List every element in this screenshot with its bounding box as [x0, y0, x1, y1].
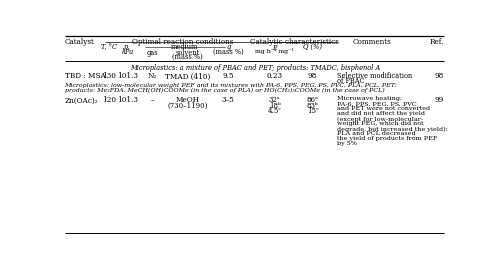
Text: 3–5: 3–5: [222, 96, 235, 104]
Text: 4.5ᶜ: 4.5ᶜ: [268, 107, 281, 115]
Text: and PET were not converted: and PET were not converted: [337, 106, 430, 111]
Text: 98: 98: [308, 73, 317, 81]
Text: (mass %): (mass %): [213, 48, 244, 56]
Text: weight PEG, which did not: weight PEG, which did not: [337, 121, 424, 126]
Text: degrade, but increased the yield);: degrade, but increased the yield);: [337, 126, 448, 132]
Text: Zn(OAc)₂: Zn(OAc)₂: [65, 96, 98, 104]
Text: TBD : MSA: TBD : MSA: [65, 73, 105, 81]
Text: Ref.: Ref.: [429, 38, 444, 46]
Text: of PBAC: of PBAC: [337, 78, 365, 86]
Text: p,: p,: [124, 43, 130, 51]
Text: P,: P,: [272, 43, 277, 51]
Text: (730–1190): (730–1190): [168, 102, 208, 110]
Text: 101.3: 101.3: [117, 73, 138, 81]
Text: by 5%: by 5%: [337, 142, 357, 147]
Text: Selective modification: Selective modification: [337, 73, 413, 81]
Text: and did not affect the yield: and did not affect the yield: [337, 111, 425, 116]
Text: T, °C: T, °C: [101, 43, 117, 51]
Text: 18ᵇ: 18ᵇ: [269, 102, 280, 110]
Text: solvent: solvent: [176, 49, 200, 56]
Text: Q (%): Q (%): [303, 43, 322, 51]
Text: Catalytic characteristics: Catalytic characteristics: [250, 38, 339, 46]
Text: 98: 98: [434, 73, 444, 81]
Text: gas: gas: [146, 49, 158, 56]
Text: Microwave heating;: Microwave heating;: [337, 96, 402, 101]
Text: Microplastics: low-molecular weight PEF and its mixtures with PA-6, PPS, PEG, PS: Microplastics: low-molecular weight PEF …: [65, 83, 397, 88]
Text: medium: medium: [171, 43, 198, 51]
Text: 15ᶜ: 15ᶜ: [307, 107, 318, 115]
Text: kPa: kPa: [121, 48, 133, 56]
Text: 32ᵃ: 32ᵃ: [269, 96, 280, 104]
Text: (except for low-molecular-: (except for low-molecular-: [337, 116, 423, 122]
Text: TMAD (410): TMAD (410): [165, 73, 211, 81]
Text: 99: 99: [434, 96, 444, 104]
Text: 120: 120: [102, 96, 116, 104]
Text: PLA and PCL decreased: PLA and PCL decreased: [337, 131, 416, 136]
Text: the yield of products from PEF: the yield of products from PEF: [337, 136, 438, 142]
Text: 101.3: 101.3: [117, 96, 138, 104]
Text: N₂: N₂: [147, 73, 157, 81]
Text: –: –: [150, 96, 154, 104]
Text: 9.5: 9.5: [222, 73, 234, 81]
Text: (mass %): (mass %): [172, 53, 203, 61]
Text: Microplastics: a mixture of PBAC and PET; products: TMADC, bisphenol A: Microplastics: a mixture of PBAC and PET…: [130, 64, 380, 72]
Text: 86ᵃ: 86ᵃ: [307, 96, 318, 104]
Text: 83ᵇ: 83ᵇ: [307, 102, 318, 110]
Text: Comments: Comments: [353, 38, 391, 46]
Text: q: q: [226, 43, 230, 51]
Text: mg h⁻¹ mg⁻¹: mg h⁻¹ mg⁻¹: [255, 48, 294, 54]
Text: Catalyst: Catalyst: [65, 38, 95, 46]
Text: MeOH: MeOH: [176, 96, 200, 104]
Text: 0.23: 0.23: [266, 73, 282, 81]
Text: 130: 130: [102, 73, 116, 81]
Text: products: Me₂FDA, MeCH(OH)COOMe (in the case of PLA) or HO(CH₂)₅COOMe (in the ca: products: Me₂FDA, MeCH(OH)COOMe (in the …: [65, 88, 384, 93]
Text: Optimal reaction conditions: Optimal reaction conditions: [131, 38, 233, 46]
Text: PA-6, PPS, PEG, PS, PVC: PA-6, PPS, PEG, PS, PVC: [337, 101, 417, 106]
